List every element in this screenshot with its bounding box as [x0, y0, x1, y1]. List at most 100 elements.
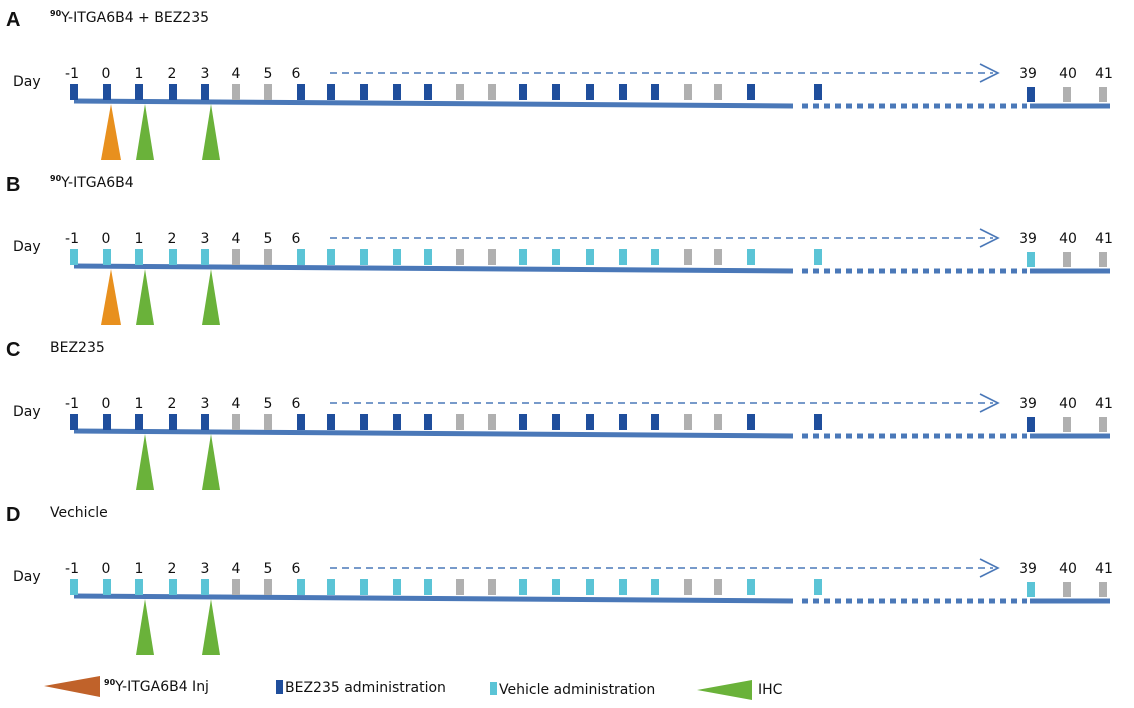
panel-letter: C: [6, 339, 20, 361]
bez-administration-mark: [70, 84, 78, 100]
no-treatment-mark: [264, 579, 272, 595]
panel-letter: B: [6, 174, 20, 196]
no-treatment-mark: [1099, 87, 1107, 102]
bez-administration-mark: [552, 414, 560, 430]
bez-administration-mark: [103, 84, 111, 100]
ihc-marker: [202, 434, 220, 490]
ihc-legend-label: IHC: [758, 682, 783, 698]
no-treatment-mark: [232, 249, 240, 265]
day-tick-label: 40: [1059, 561, 1077, 577]
bez-administration-mark: [814, 414, 822, 430]
bez-administration-mark: [135, 414, 143, 430]
no-treatment-mark: [684, 579, 692, 595]
bez-administration-mark: [424, 84, 432, 100]
vehicle-administration-mark: [814, 579, 822, 595]
panel-a: A 90Y-ITGA6B4 + BEZ235 Day -1 0 1 2 3 4 5 6 39 40 41: [6, 9, 1113, 160]
legend: 90Y-ITGA6B4 Inj BEZ235 administration Ve…: [44, 676, 783, 700]
day-tick-label: 4: [232, 396, 241, 412]
day-tick-label: 0: [102, 66, 111, 82]
no-treatment-mark: [488, 579, 496, 595]
ihc-marker: [136, 599, 154, 655]
bez-administration-mark: [519, 414, 527, 430]
day-tick-label: 1: [135, 561, 144, 577]
no-treatment-mark: [488, 249, 496, 265]
no-treatment-mark: [264, 249, 272, 265]
vehicle-administration-mark: [360, 249, 368, 265]
vehicle-administration-mark: [360, 579, 368, 595]
day-tick-label: 2: [168, 231, 177, 247]
bez-administration-mark: [103, 414, 111, 430]
day-tick-label: 40: [1059, 231, 1077, 247]
bez-administration-mark: [360, 84, 368, 100]
vehicle-administration-mark: [201, 249, 209, 265]
ihc-marker: [136, 269, 154, 325]
no-treatment-mark: [714, 414, 722, 430]
vehicle-administration-mark: [327, 249, 335, 265]
injection-marker: [101, 104, 121, 160]
bez-administration-mark: [201, 84, 209, 100]
day-tick-label: 5: [264, 396, 273, 412]
no-treatment-mark: [456, 249, 464, 265]
vehicle-administration-mark: [586, 249, 594, 265]
day-tick-label: 39: [1019, 396, 1037, 412]
bez-administration-mark: [327, 414, 335, 430]
no-treatment-mark: [684, 249, 692, 265]
vehicle-administration-mark: [519, 579, 527, 595]
vehicle-administration-mark: [586, 579, 594, 595]
no-treatment-mark: [488, 414, 496, 430]
timeline-bar: [73, 98, 794, 109]
vehicle-administration-mark: [135, 579, 143, 595]
day-tick-label: 2: [168, 396, 177, 412]
vehicle-administration-mark: [169, 249, 177, 265]
vehicle-administration-mark: [393, 579, 401, 595]
day-tick-label: 0: [102, 561, 111, 577]
day-tick-label: 41: [1095, 66, 1113, 82]
arrowhead-icon: [979, 228, 1000, 248]
vehicle-administration-mark: [651, 249, 659, 265]
bez-administration-mark: [619, 84, 627, 100]
panel-title: 90Y-ITGA6B4: [50, 174, 134, 191]
no-treatment-mark: [264, 414, 272, 430]
bez-administration-mark: [814, 84, 822, 100]
bez-administration-mark: [297, 84, 305, 100]
ihc-marker: [136, 434, 154, 490]
no-treatment-mark: [1099, 417, 1107, 432]
no-treatment-mark: [1063, 582, 1071, 597]
vehicle-administration-mark: [201, 579, 209, 595]
day-tick-label: 1: [135, 396, 144, 412]
vehicle-legend-swatch: [490, 682, 497, 695]
vehicle-administration-mark: [424, 249, 432, 265]
no-treatment-mark: [488, 84, 496, 100]
no-treatment-mark: [232, 579, 240, 595]
day-tick-label: 5: [264, 66, 273, 82]
vehicle-administration-mark: [70, 249, 78, 265]
vehicle-administration-mark: [1027, 582, 1035, 597]
no-treatment-mark: [1099, 582, 1107, 597]
vehicle-administration-mark: [424, 579, 432, 595]
day-tick-label: 4: [232, 561, 241, 577]
day-tick-label: 1: [135, 231, 144, 247]
no-treatment-mark: [684, 414, 692, 430]
bez-legend-swatch: [276, 680, 283, 694]
day-tick-label: 2: [168, 561, 177, 577]
day-label: Day: [13, 239, 41, 255]
panel-title: BEZ235: [50, 340, 105, 356]
day-tick-label: 6: [292, 231, 301, 247]
no-treatment-mark: [232, 414, 240, 430]
injection-legend-label: 90Y-ITGA6B4 Inj: [104, 678, 209, 695]
vehicle-administration-mark: [552, 579, 560, 595]
bez-legend-label: BEZ235 administration: [285, 680, 446, 696]
bez-administration-mark: [552, 84, 560, 100]
vehicle-administration-mark: [169, 579, 177, 595]
timeline-bar: [73, 428, 794, 439]
day-tick-label: 39: [1019, 561, 1037, 577]
arrowhead-icon: [979, 558, 1000, 578]
no-treatment-mark: [714, 579, 722, 595]
vehicle-administration-mark: [327, 579, 335, 595]
day-tick-label: 41: [1095, 561, 1113, 577]
bez-administration-mark: [747, 414, 755, 430]
bez-administration-mark: [619, 414, 627, 430]
vehicle-administration-mark: [103, 579, 111, 595]
day-tick-label: 5: [264, 231, 273, 247]
